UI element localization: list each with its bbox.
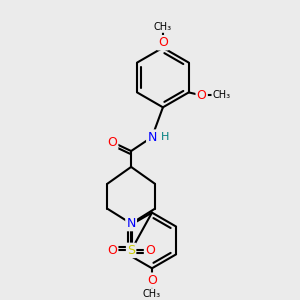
- Text: O: O: [107, 244, 117, 257]
- Text: H: H: [161, 132, 169, 142]
- Text: S: S: [127, 244, 135, 257]
- Text: CH₃: CH₃: [212, 90, 231, 100]
- Text: N: N: [147, 130, 157, 144]
- Text: O: O: [147, 274, 157, 287]
- Text: O: O: [145, 244, 155, 257]
- Text: O: O: [158, 36, 168, 49]
- Text: CH₃: CH₃: [154, 22, 172, 32]
- Text: N: N: [126, 217, 136, 230]
- Text: O: O: [107, 136, 117, 148]
- Text: CH₃: CH₃: [143, 289, 161, 299]
- Text: O: O: [197, 89, 207, 102]
